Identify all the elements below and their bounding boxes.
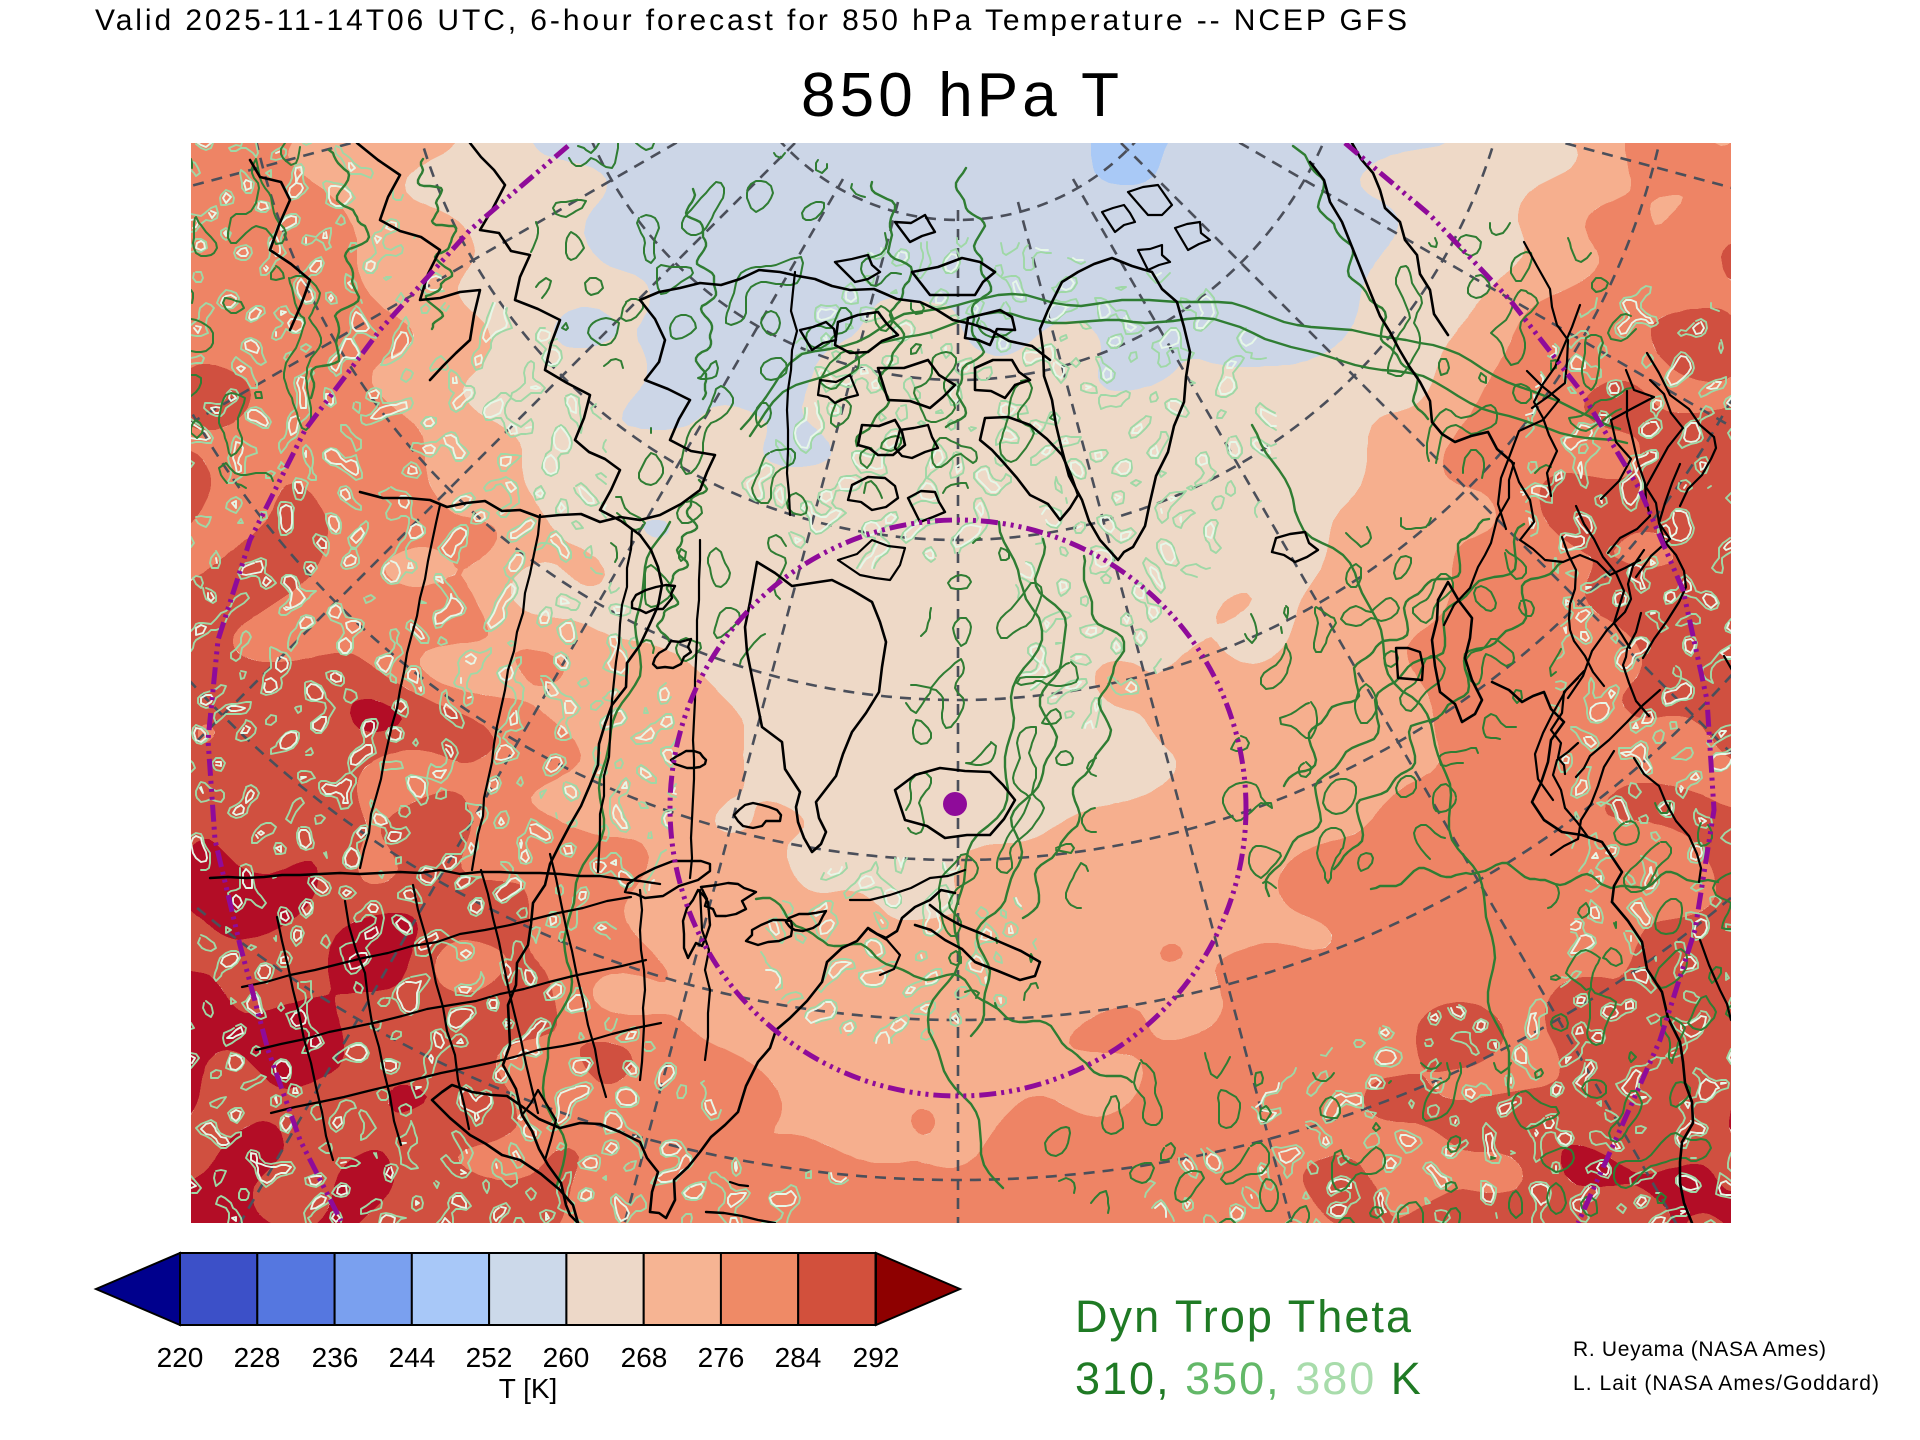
svg-text:268: 268 xyxy=(621,1342,668,1373)
svg-text:L. Lait (NASA Ames/Goddard): L. Lait (NASA Ames/Goddard) xyxy=(1573,1372,1879,1395)
svg-text:236: 236 xyxy=(312,1342,359,1373)
svg-text:260: 260 xyxy=(543,1342,590,1373)
svg-text:T [K]: T [K] xyxy=(499,1373,558,1404)
svg-text:Valid 2025-11-14T06 UTC, 6-hou: Valid 2025-11-14T06 UTC, 6-hour forecast… xyxy=(95,4,1407,37)
svg-text:850 hPa T: 850 hPa T xyxy=(801,61,1119,130)
svg-text:292: 292 xyxy=(853,1342,900,1373)
svg-text:244: 244 xyxy=(389,1342,436,1373)
svg-text:252: 252 xyxy=(466,1342,513,1373)
svg-text:R. Ueyama (NASA Ames): R. Ueyama (NASA Ames) xyxy=(1573,1338,1826,1361)
svg-text:276: 276 xyxy=(698,1342,745,1373)
svg-text:284: 284 xyxy=(775,1342,822,1373)
svg-text:220: 220 xyxy=(157,1342,204,1373)
svg-text:228: 228 xyxy=(234,1342,281,1373)
svg-text:Dyn Trop Theta: Dyn Trop Theta xyxy=(1075,1291,1412,1342)
svg-text:310, 350, 380 K: 310, 350, 380 K xyxy=(1075,1353,1423,1404)
